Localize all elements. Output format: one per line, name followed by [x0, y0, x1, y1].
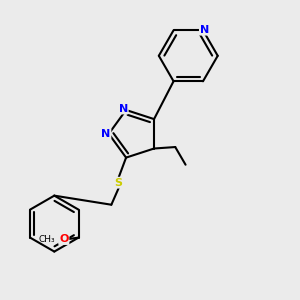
Text: CH₃: CH₃	[38, 235, 55, 244]
Text: N: N	[101, 129, 110, 139]
Text: O: O	[59, 234, 68, 244]
Text: N: N	[200, 25, 209, 35]
Text: S: S	[115, 178, 123, 188]
Text: N: N	[118, 103, 128, 113]
